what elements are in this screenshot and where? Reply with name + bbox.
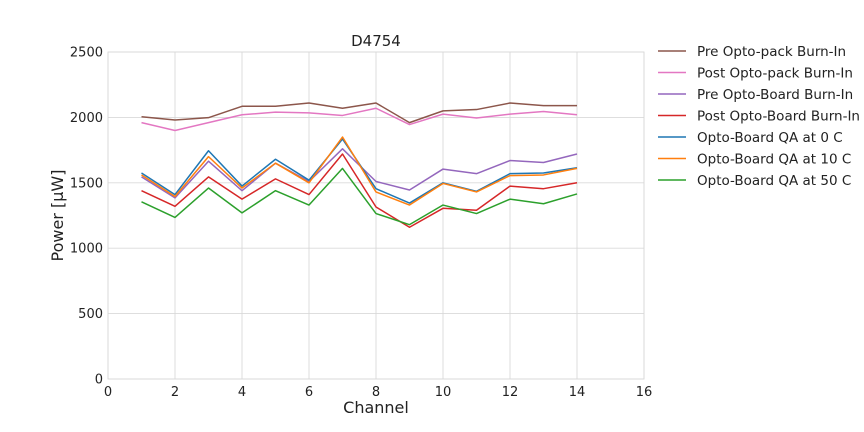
chart-title: D4754	[351, 32, 401, 50]
legend-label: Opto-Board QA at 50 C	[697, 173, 851, 189]
x-tick-label: 2	[171, 385, 179, 400]
x-tick-label: 6	[305, 385, 313, 400]
x-tick-label: 10	[435, 385, 452, 400]
legend-entry: Pre Opto-pack Burn-In	[658, 44, 846, 60]
y-tick-label: 1500	[70, 176, 103, 191]
legend-label: Pre Opto-pack Burn-In	[697, 44, 846, 60]
series-line-2	[141, 107, 578, 132]
y-tick-label: 2000	[70, 111, 103, 126]
y-tick-label: 0	[95, 373, 103, 388]
legend-label: Opto-Board QA at 10 C	[697, 152, 851, 168]
legend-entry: Post Opto-Board Burn-In	[658, 109, 860, 125]
y-tick-label: 500	[78, 307, 103, 322]
legend-entry: Pre Opto-Board Burn-In	[658, 87, 853, 103]
series-line-7	[141, 167, 578, 226]
legend-label: Opto-Board QA at 0 C	[697, 130, 843, 146]
x-tick-label: 16	[636, 385, 653, 400]
series-line-6	[141, 136, 578, 206]
legend-label: Pre Opto-Board Burn-In	[697, 87, 853, 103]
series-line-1	[141, 102, 577, 124]
y-axis-title: Power [μW]	[48, 170, 67, 262]
series-lines	[141, 102, 578, 229]
y-axis-ticks: 0 500 1000 1500 2000 2500	[70, 46, 103, 388]
legend-label: Post Opto-pack Burn-In	[697, 66, 853, 82]
legend-entry: Post Opto-pack Burn-In	[658, 66, 853, 82]
y-tick-label: 2500	[70, 46, 103, 61]
x-axis-title: Channel	[343, 398, 409, 417]
x-axis-ticks: 0 2 4 6 8 10 12 14 16	[104, 385, 652, 400]
y-tick-label: 1000	[70, 242, 103, 257]
legend-label: Post Opto-Board Burn-In	[697, 109, 860, 125]
legend-entry: Opto-Board QA at 50 C	[658, 173, 851, 189]
x-tick-label: 0	[104, 385, 112, 400]
plot-frame	[107, 51, 645, 380]
grid	[107, 51, 645, 380]
legend-entry: Opto-Board QA at 10 C	[658, 152, 851, 168]
x-tick-label: 14	[569, 385, 586, 400]
x-tick-label: 8	[372, 385, 380, 400]
series-line-4	[141, 153, 578, 229]
legend: Pre Opto-pack Burn-In Post Opto-pack Burn…	[658, 44, 860, 189]
legend-entry: Opto-Board QA at 0 C	[658, 130, 843, 146]
x-tick-label: 4	[238, 385, 246, 400]
series-line-5	[141, 138, 578, 204]
x-tick-label: 12	[502, 385, 519, 400]
